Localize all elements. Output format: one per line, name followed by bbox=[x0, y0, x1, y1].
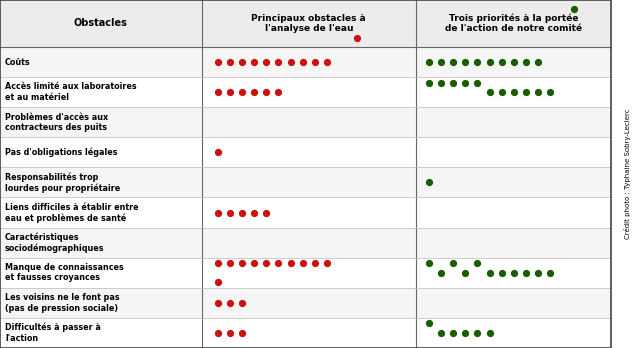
Bar bbox=[0, 288, 611, 318]
Bar bbox=[0, 0, 611, 47]
Bar bbox=[0, 167, 611, 198]
Text: Pas d'obligations légales: Pas d'obligations légales bbox=[5, 148, 118, 157]
Bar bbox=[0, 198, 611, 228]
Text: Accès limité aux laboratoires
et au matériel: Accès limité aux laboratoires et au maté… bbox=[5, 82, 137, 102]
Bar bbox=[0, 47, 611, 77]
Text: Caractéristiques
sociodémographiques: Caractéristiques sociodémographiques bbox=[5, 232, 104, 253]
Bar bbox=[0, 228, 611, 258]
Text: Responsabilités trop
lourdes pour propriétaire: Responsabilités trop lourdes pour propri… bbox=[5, 172, 120, 193]
Text: Les voisins ne le font pas
(pas de pression sociale): Les voisins ne le font pas (pas de press… bbox=[5, 293, 120, 313]
Bar bbox=[0, 107, 611, 137]
Text: Trois priorités à la portée
de l'action de notre comité: Trois priorités à la portée de l'action … bbox=[445, 14, 582, 33]
Text: Manque de connaissances
et fausses croyances: Manque de connaissances et fausses croya… bbox=[5, 263, 124, 283]
Bar bbox=[0, 318, 611, 348]
Text: Coûts: Coûts bbox=[5, 57, 31, 66]
Text: Liens difficiles à établir entre
eau et problèmes de santé: Liens difficiles à établir entre eau et … bbox=[5, 203, 139, 222]
Bar bbox=[0, 258, 611, 288]
Text: Problèmes d'accès aux
contracteurs des puits: Problèmes d'accès aux contracteurs des p… bbox=[5, 112, 108, 132]
Text: Principaux obstacles à
l'analyse de l'eau: Principaux obstacles à l'analyse de l'ea… bbox=[252, 14, 366, 33]
Text: Difficultés à passer à
l'action: Difficultés à passer à l'action bbox=[5, 323, 101, 343]
Text: Obstacles: Obstacles bbox=[74, 18, 128, 29]
Text: Crédit photo : Typhaine Sobry-Leclerc: Crédit photo : Typhaine Sobry-Leclerc bbox=[623, 109, 630, 239]
Bar bbox=[0, 137, 611, 167]
Bar bbox=[0, 77, 611, 107]
